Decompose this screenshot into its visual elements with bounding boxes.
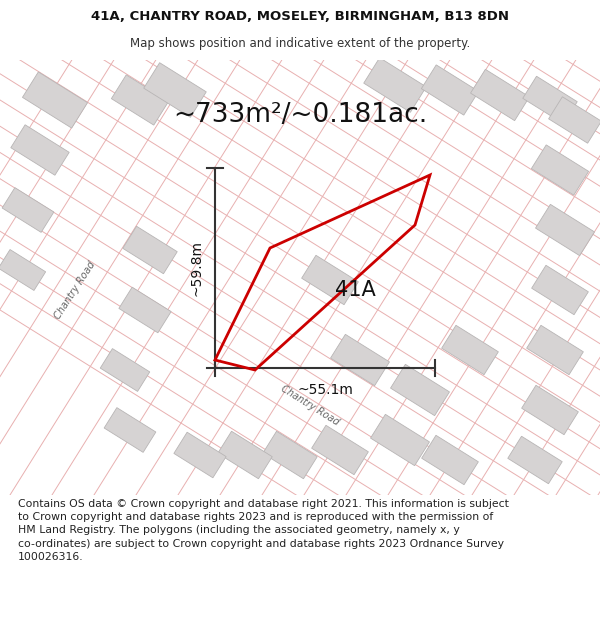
Text: ~59.8m: ~59.8m xyxy=(190,240,204,296)
Text: ~733m²/~0.181ac.: ~733m²/~0.181ac. xyxy=(173,102,427,128)
Polygon shape xyxy=(364,58,426,112)
Polygon shape xyxy=(523,76,577,124)
Polygon shape xyxy=(119,288,171,332)
Polygon shape xyxy=(532,265,589,315)
Text: Contains OS data © Crown copyright and database right 2021. This information is : Contains OS data © Crown copyright and d… xyxy=(18,499,509,562)
Text: Chantry Road: Chantry Road xyxy=(53,259,97,321)
Polygon shape xyxy=(532,145,589,195)
Text: 41A, CHANTRY ROAD, MOSELEY, BIRMINGHAM, B13 8DN: 41A, CHANTRY ROAD, MOSELEY, BIRMINGHAM, … xyxy=(91,10,509,23)
Polygon shape xyxy=(0,249,46,291)
Polygon shape xyxy=(263,431,317,479)
Polygon shape xyxy=(371,414,430,466)
Polygon shape xyxy=(421,65,479,115)
Polygon shape xyxy=(536,204,595,256)
Polygon shape xyxy=(331,334,389,386)
Polygon shape xyxy=(100,349,150,391)
Polygon shape xyxy=(442,325,499,375)
Text: Chantry Road: Chantry Road xyxy=(279,383,341,427)
Polygon shape xyxy=(508,436,562,484)
Polygon shape xyxy=(521,385,578,435)
Polygon shape xyxy=(11,125,69,175)
Polygon shape xyxy=(391,364,449,416)
Text: Map shows position and indicative extent of the property.: Map shows position and indicative extent… xyxy=(130,37,470,50)
Polygon shape xyxy=(112,75,169,125)
Polygon shape xyxy=(144,62,206,118)
Polygon shape xyxy=(422,435,478,485)
Polygon shape xyxy=(311,425,368,475)
Text: ~55.1m: ~55.1m xyxy=(297,383,353,397)
Polygon shape xyxy=(174,432,226,478)
Polygon shape xyxy=(527,325,583,375)
Polygon shape xyxy=(2,188,54,232)
Text: 41A: 41A xyxy=(335,280,376,300)
Polygon shape xyxy=(104,408,156,452)
Polygon shape xyxy=(470,69,529,121)
Polygon shape xyxy=(22,72,88,128)
Polygon shape xyxy=(548,97,600,143)
Polygon shape xyxy=(218,431,272,479)
Polygon shape xyxy=(302,255,358,305)
Polygon shape xyxy=(123,226,177,274)
